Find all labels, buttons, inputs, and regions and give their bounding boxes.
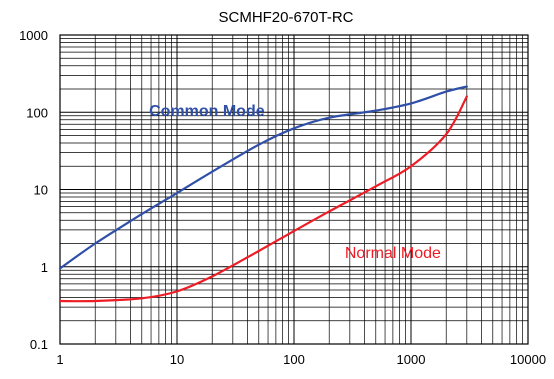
y-tick-label: 100 xyxy=(26,105,48,120)
axes xyxy=(59,34,529,345)
x-tick-label: 10 xyxy=(170,352,184,367)
tick-labels: 1 10 100 1000 10000 1000 100 10 1 0.1 xyxy=(19,28,546,367)
grid xyxy=(59,35,528,345)
x-tick-label: 1 xyxy=(56,352,63,367)
normal-mode-label: Normal Mode xyxy=(345,245,441,262)
series-labels: Common Mode Normal Mode xyxy=(149,103,441,262)
normal-mode-line xyxy=(58,95,468,303)
plot-frame xyxy=(59,34,529,345)
common-mode-label: Common Mode xyxy=(149,103,265,120)
x-tick-label: 1000 xyxy=(397,352,426,367)
series-lines xyxy=(58,85,468,303)
y-tick-label: 0.1 xyxy=(30,337,48,352)
chart-title: SCMHF20-670T-RC xyxy=(218,9,353,26)
common-mode-line xyxy=(58,85,468,270)
y-tick-label: 1 xyxy=(41,260,48,275)
x-tick-label: 100 xyxy=(283,352,305,367)
y-tick-label: 1000 xyxy=(19,28,48,43)
y-tick-label: 10 xyxy=(34,183,48,198)
x-tick-label: 10000 xyxy=(510,352,546,367)
